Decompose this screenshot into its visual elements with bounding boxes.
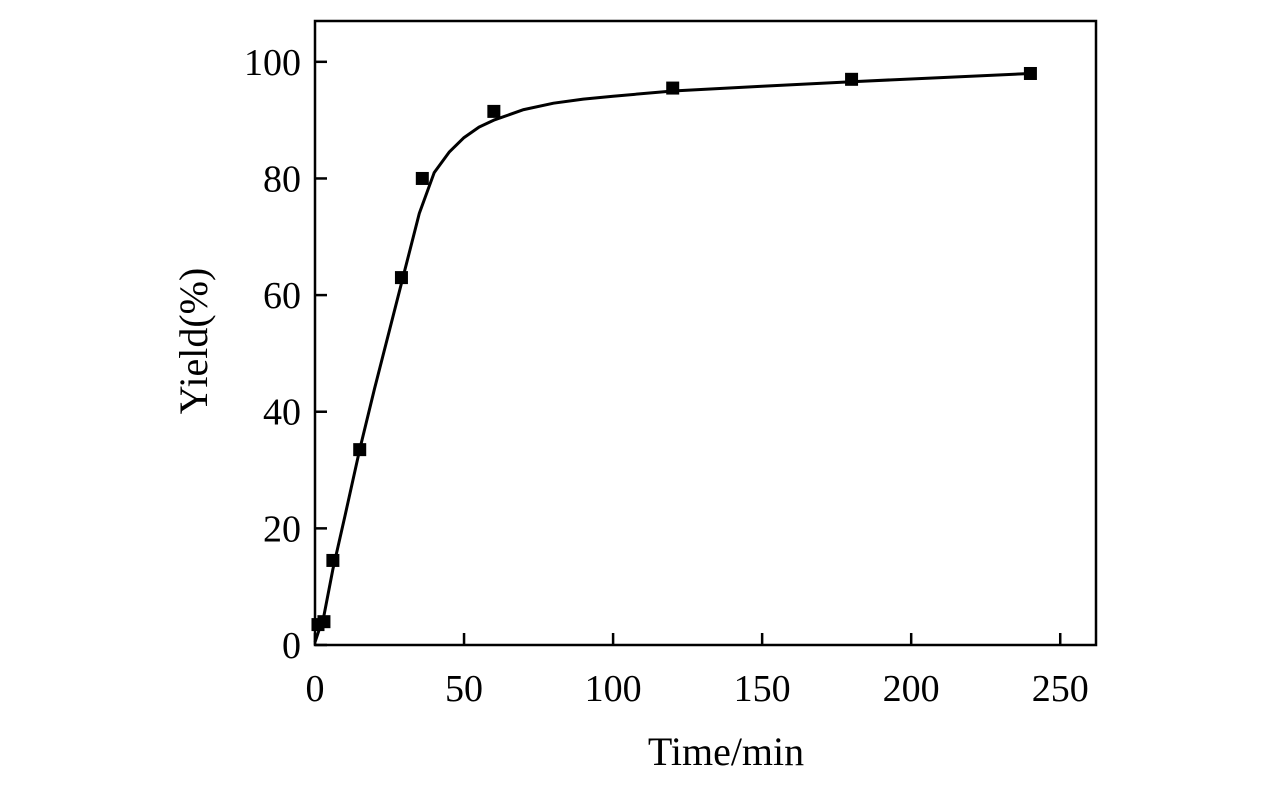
data-point: [487, 104, 501, 118]
x-tick-label: 50: [445, 668, 483, 710]
plot-frame: [313, 19, 1098, 647]
x-axis-ticks: [313, 633, 1062, 645]
y-tick-label: 0: [282, 625, 301, 667]
data-point: [1023, 66, 1037, 80]
data-point: [353, 443, 367, 457]
x-tick-label: 150: [734, 668, 791, 710]
x-axis-title: Time/min: [648, 729, 804, 774]
y-tick-label: 100: [244, 42, 301, 84]
data-point: [317, 615, 331, 629]
y-tick-label: 60: [263, 275, 301, 317]
data-point: [666, 81, 680, 95]
data-markers: [311, 66, 1037, 632]
x-tick-label: 200: [883, 668, 940, 710]
fit-curve: [313, 72, 1031, 643]
data-point: [394, 271, 408, 285]
x-tick-label: 100: [585, 668, 642, 710]
y-axis-ticks: [315, 60, 327, 647]
x-tick-label: 250: [1032, 668, 1089, 710]
x-axis-tick-labels: 0 50 100 150 200 250: [306, 668, 1089, 710]
y-axis-tick-labels: 0 20 40 60 80 100: [244, 42, 301, 667]
data-point: [326, 553, 340, 567]
y-tick-label: 40: [263, 392, 301, 434]
y-tick-label: 20: [263, 508, 301, 550]
y-tick-label: 80: [263, 158, 301, 200]
y-axis-title: Yield(%): [171, 268, 216, 415]
data-point: [845, 72, 859, 86]
x-tick-label: 0: [306, 668, 325, 710]
data-point: [415, 171, 429, 185]
